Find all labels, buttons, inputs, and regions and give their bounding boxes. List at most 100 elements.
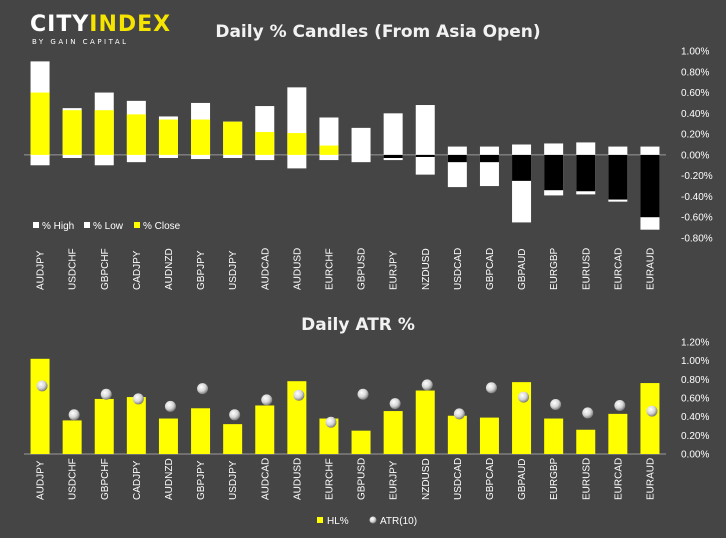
chart2-hl-bar (158, 418, 178, 454)
chart1-close-bar (158, 119, 178, 155)
chart2-atr-marker (293, 389, 305, 401)
chart1-ytick-label: -0.40% (681, 192, 713, 203)
chart1-close-bar (319, 145, 339, 155)
chart2-xtick-label: EURGBP (549, 457, 560, 500)
chart1-xtick-label: CADJPY (132, 250, 143, 290)
chart1-xtick-label: AUDNZD (164, 248, 175, 290)
chart1-xtick-label: AUDJPY (36, 250, 47, 290)
chart2-hl-bar (576, 429, 596, 454)
chart2-atr-marker (68, 409, 80, 421)
chart1-xtick-label: AUDCAD (260, 248, 271, 290)
chart2-xtick-label: EURCHF (324, 458, 335, 500)
logo-tagline: BY GAIN CAPITAL (32, 38, 129, 46)
chart2-atr-marker (646, 405, 658, 417)
chart1-legend-label-low: % Low (93, 221, 124, 232)
chart1-close-bar (447, 154, 467, 163)
chart2-xtick-label: USDJPY (228, 460, 239, 500)
chart2-hl-bar (255, 405, 275, 454)
chart2-ytick-label: 0.20% (681, 431, 709, 442)
chart2-atr-marker (164, 400, 176, 412)
chart1-close-bar (383, 154, 403, 159)
chart1-close-bar (223, 121, 243, 155)
logo-wordmark: CITYINDEX (30, 12, 171, 37)
chart2-atr-marker (389, 398, 401, 410)
chart2-atr-marker (229, 409, 241, 421)
chart2-atr-marker (550, 399, 562, 411)
chart1-xtick-label: GBPJPY (196, 250, 207, 290)
chart2-xtick-label: AUDJPY (36, 460, 47, 500)
chart1-xtick-label: EURGBP (549, 247, 560, 290)
chart1-close-bar (126, 114, 146, 155)
chart2-hl-bar (223, 424, 243, 454)
chart1-xtick-label: AUDUSD (292, 248, 303, 290)
chart2-xtick-label: EURCAD (613, 458, 624, 500)
chart1-close-bar (191, 119, 211, 155)
chart2-hl-bar (351, 430, 371, 454)
chart2-hl-bar (415, 390, 435, 454)
chart1-xtick-label: EURCHF (324, 248, 335, 290)
chart2-atr-marker (261, 394, 273, 406)
chart2-hl-bar (62, 420, 82, 454)
chart2-atr-marker (485, 382, 497, 394)
chart1-xtick-label: NZDUSD (421, 248, 432, 290)
chart2-xtick-label: GBPCHF (100, 458, 111, 500)
chart1-ytick-label: -0.80% (681, 234, 713, 245)
chart2-atr-marker (614, 399, 626, 411)
chart1-ytick-label: 0.80% (681, 67, 709, 78)
chart2-atr-marker (36, 380, 48, 392)
chart1-xtick-label: GBPCAD (485, 248, 496, 290)
chart1-ytick-label: 1.00% (681, 47, 709, 58)
chart1-close-bar (544, 154, 564, 191)
chart1-close-bar (94, 110, 114, 155)
chart2-xtick-label: GBPJPY (196, 460, 207, 500)
chart2-hl-bar (94, 398, 114, 454)
chart1-ytick-label: 0.40% (681, 109, 709, 120)
chart1-close-bar (576, 154, 596, 192)
chart1-xtick-label: EURAUD (645, 248, 656, 290)
chart1-xtick-label: USDJPY (228, 250, 239, 290)
chart2-xtick-label: AUDCAD (260, 458, 271, 500)
chart2-hl-bar (479, 417, 499, 454)
chart1-legend-swatch-close (134, 222, 140, 228)
chart1-title: Daily % Candles (From Asia Open) (215, 22, 540, 42)
chart2-hl-bar (447, 415, 467, 454)
chart1-close-bar (30, 92, 50, 155)
brand-logo: CITYINDEX BY GAIN CAPITAL (24, 10, 170, 50)
chart1-close-bar (287, 133, 307, 155)
chart2-hl-bar (383, 411, 403, 454)
chart1-range-bar (479, 146, 499, 187)
chart1-range-bar (351, 127, 371, 163)
chart1-close-bar (479, 154, 499, 163)
chart2-atr-marker (197, 383, 209, 395)
chart1-xtick-label: EURUSD (581, 248, 592, 290)
chart2-atr-marker (357, 388, 369, 400)
chart2-title: Daily ATR % (301, 315, 415, 335)
chart2-atr-marker (453, 408, 465, 420)
chart2-legend-label-atr: ATR(10) (380, 516, 417, 527)
chart1-legend-label-high: % High (42, 221, 74, 232)
chart2-hl-bar (126, 397, 146, 454)
chart1-close-bar (640, 154, 660, 218)
chart1-xtick-label: GBPAUD (517, 249, 528, 291)
chart1-ytick-label: 0.00% (681, 150, 709, 161)
chart2-xtick-label: EURUSD (581, 458, 592, 500)
chart1-legend-swatch-low (84, 222, 90, 228)
chart2-ytick-label: 0.80% (681, 375, 709, 386)
chart1-range-bar (415, 105, 435, 175)
chart1-xtick-label: USDCAD (453, 248, 464, 290)
chart1-range-bar (287, 87, 307, 169)
chart2-xtick-label: EURAUD (645, 458, 656, 500)
chart2-hl-bar (640, 383, 660, 454)
chart1-ytick-label: 0.20% (681, 130, 709, 141)
chart2-legend-label-hl: HL% (327, 516, 349, 527)
chart1-range-bar (383, 113, 403, 161)
chart1-xtick-label: GBPCHF (100, 248, 111, 290)
chart2-legend-swatch-hl (317, 517, 323, 523)
chart2-ytick-label: 0.00% (681, 450, 709, 461)
chart2-xtick-label: EURJPY (389, 460, 400, 500)
chart2-ytick-label: 0.60% (681, 394, 709, 405)
chart2-atr-marker (325, 416, 337, 428)
chart1-ytick-label: -0.20% (681, 171, 713, 182)
chart2-xtick-label: AUDUSD (292, 458, 303, 500)
